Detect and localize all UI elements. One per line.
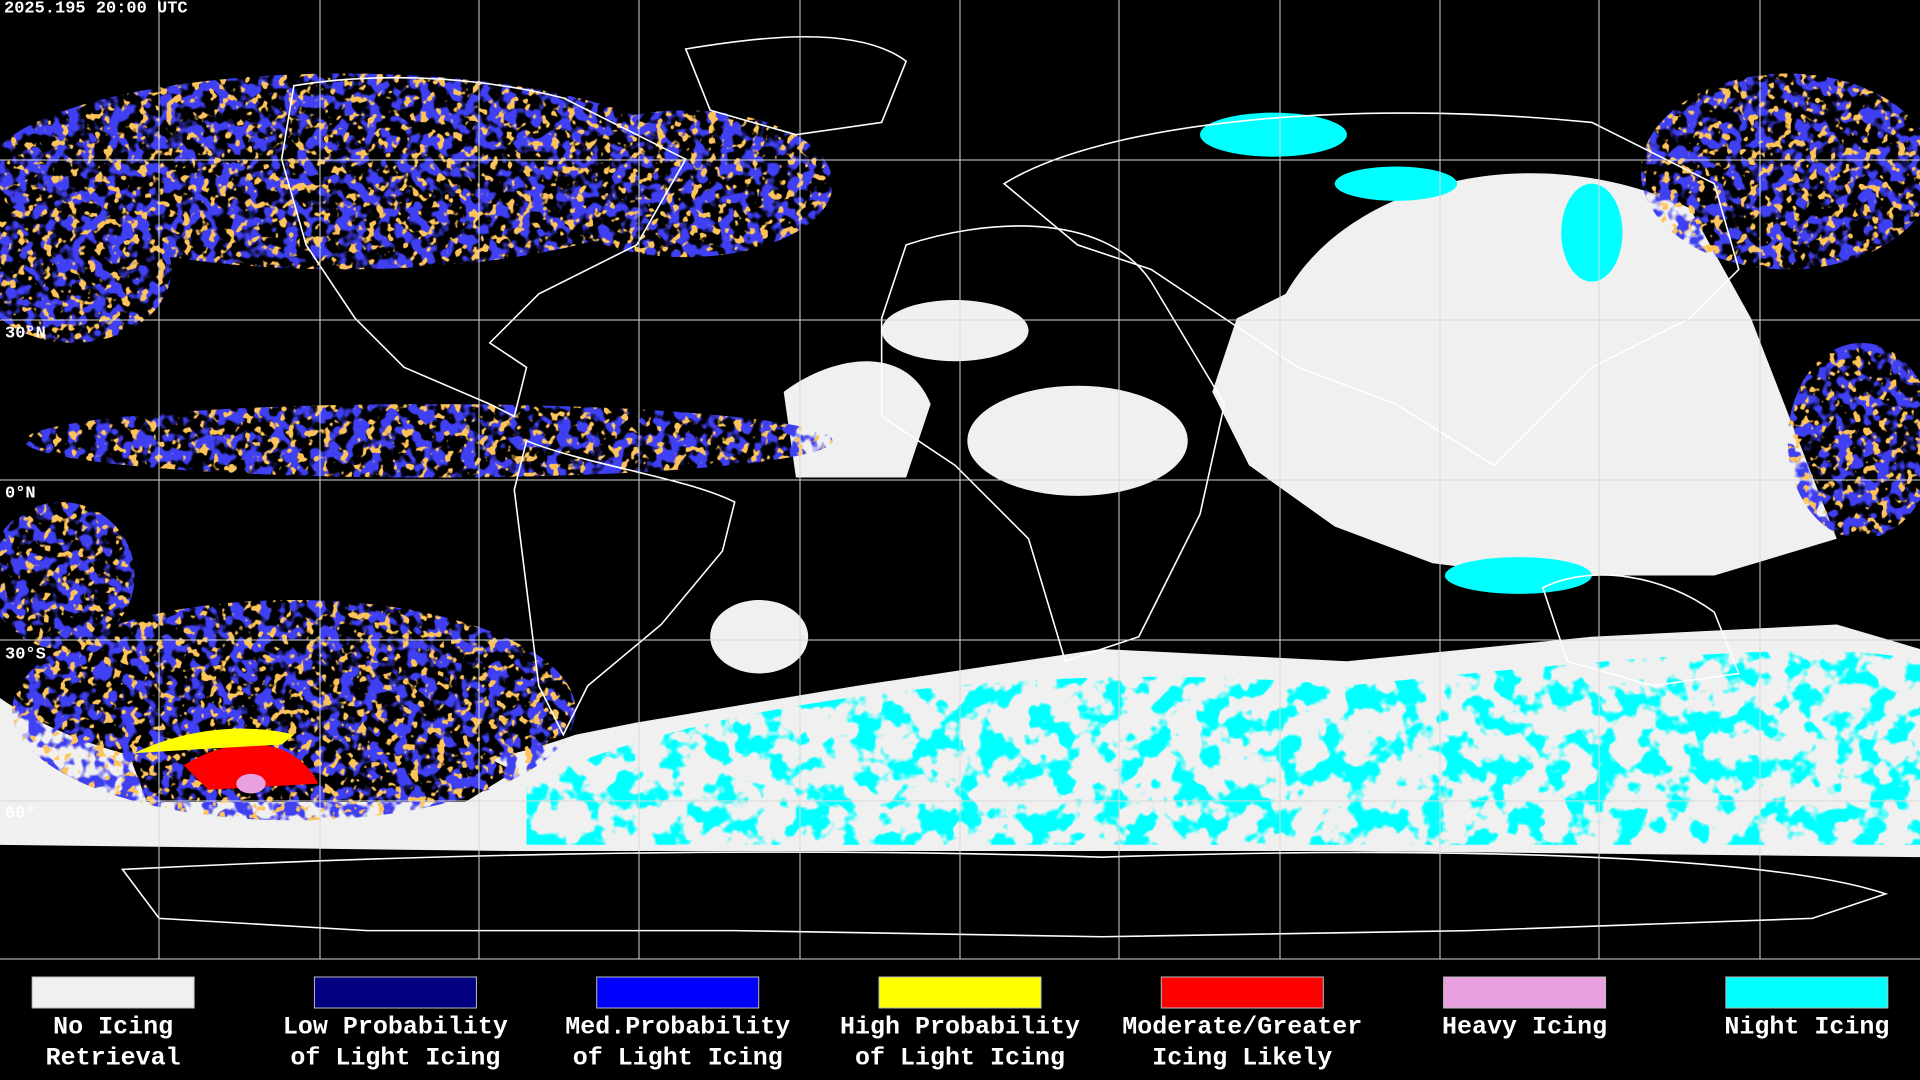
graticule [0,0,1920,960]
legend-label: Heavy Icing [1442,1013,1607,1042]
legend-swatch [878,976,1042,1009]
legend-swatch [596,976,760,1009]
legend-swatch [1160,976,1324,1009]
legend-swatch [1443,976,1607,1009]
legend-label: Night Icing [1724,1013,1889,1042]
coastlines [120,35,1889,938]
legend-swatch [1725,976,1889,1009]
legend-label: of Light Icing [573,1044,783,1073]
legend-label: of Light Icing [855,1044,1065,1073]
legend-swatch [31,976,195,1009]
latitude-label: 0°N [5,484,36,503]
latitude-labels: 30°N 0°N 30°S 60° [5,324,46,823]
legend-label: Med.Probability [565,1013,790,1042]
latitude-label: 30°N [5,324,46,343]
legend-label: Low Probability [283,1013,508,1042]
legend-label: Moderate/Greater [1122,1013,1362,1042]
map: 2025.195 20:00 UTC 30°N 0°N 30°S 60° [0,0,1920,960]
timestamp: 2025.195 20:00 UTC [4,0,188,18]
legend-label: Icing Likely [1152,1044,1332,1073]
legend-label: High Probability [840,1013,1080,1042]
legend-swatch [313,976,477,1009]
latitude-label: 60° [5,804,36,823]
legend-label: No Icing [53,1013,173,1042]
legend-label: of Light Icing [290,1044,500,1073]
legend-label: Retrieval [46,1044,181,1073]
latitude-label: 30°S [5,645,46,664]
